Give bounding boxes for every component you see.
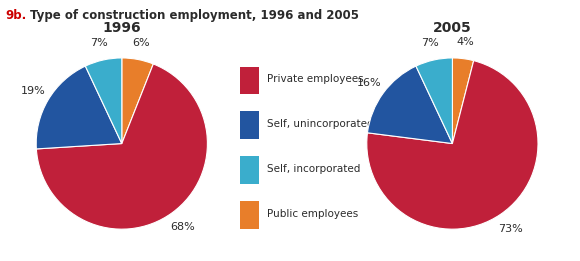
Text: 9b.: 9b.: [6, 9, 27, 22]
Text: 6%: 6%: [132, 38, 150, 48]
Wedge shape: [36, 66, 122, 149]
Wedge shape: [367, 61, 538, 229]
Text: 68%: 68%: [170, 222, 194, 232]
Wedge shape: [85, 58, 122, 144]
Text: 73%: 73%: [498, 223, 523, 234]
Text: 7%: 7%: [90, 38, 108, 48]
Text: Self, unincorporated: Self, unincorporated: [267, 119, 374, 129]
Bar: [240, 67, 259, 94]
Bar: [240, 201, 259, 229]
Wedge shape: [416, 58, 452, 144]
Text: 7%: 7%: [421, 38, 439, 48]
Wedge shape: [37, 64, 208, 229]
Bar: [240, 156, 259, 184]
Title: 2005: 2005: [433, 21, 472, 35]
Text: 16%: 16%: [357, 78, 382, 88]
Wedge shape: [452, 58, 474, 144]
Text: 4%: 4%: [456, 37, 474, 47]
Wedge shape: [368, 66, 452, 144]
Text: Public employees: Public employees: [267, 209, 358, 219]
Bar: [240, 111, 259, 139]
Text: Private employees: Private employees: [267, 74, 364, 84]
Text: Self, incorporated: Self, incorporated: [267, 164, 360, 174]
Wedge shape: [122, 58, 153, 144]
Text: 19%: 19%: [21, 86, 46, 96]
Title: 1996: 1996: [103, 21, 141, 35]
Text: Type of construction employment, 1996 and 2005: Type of construction employment, 1996 an…: [30, 9, 359, 22]
